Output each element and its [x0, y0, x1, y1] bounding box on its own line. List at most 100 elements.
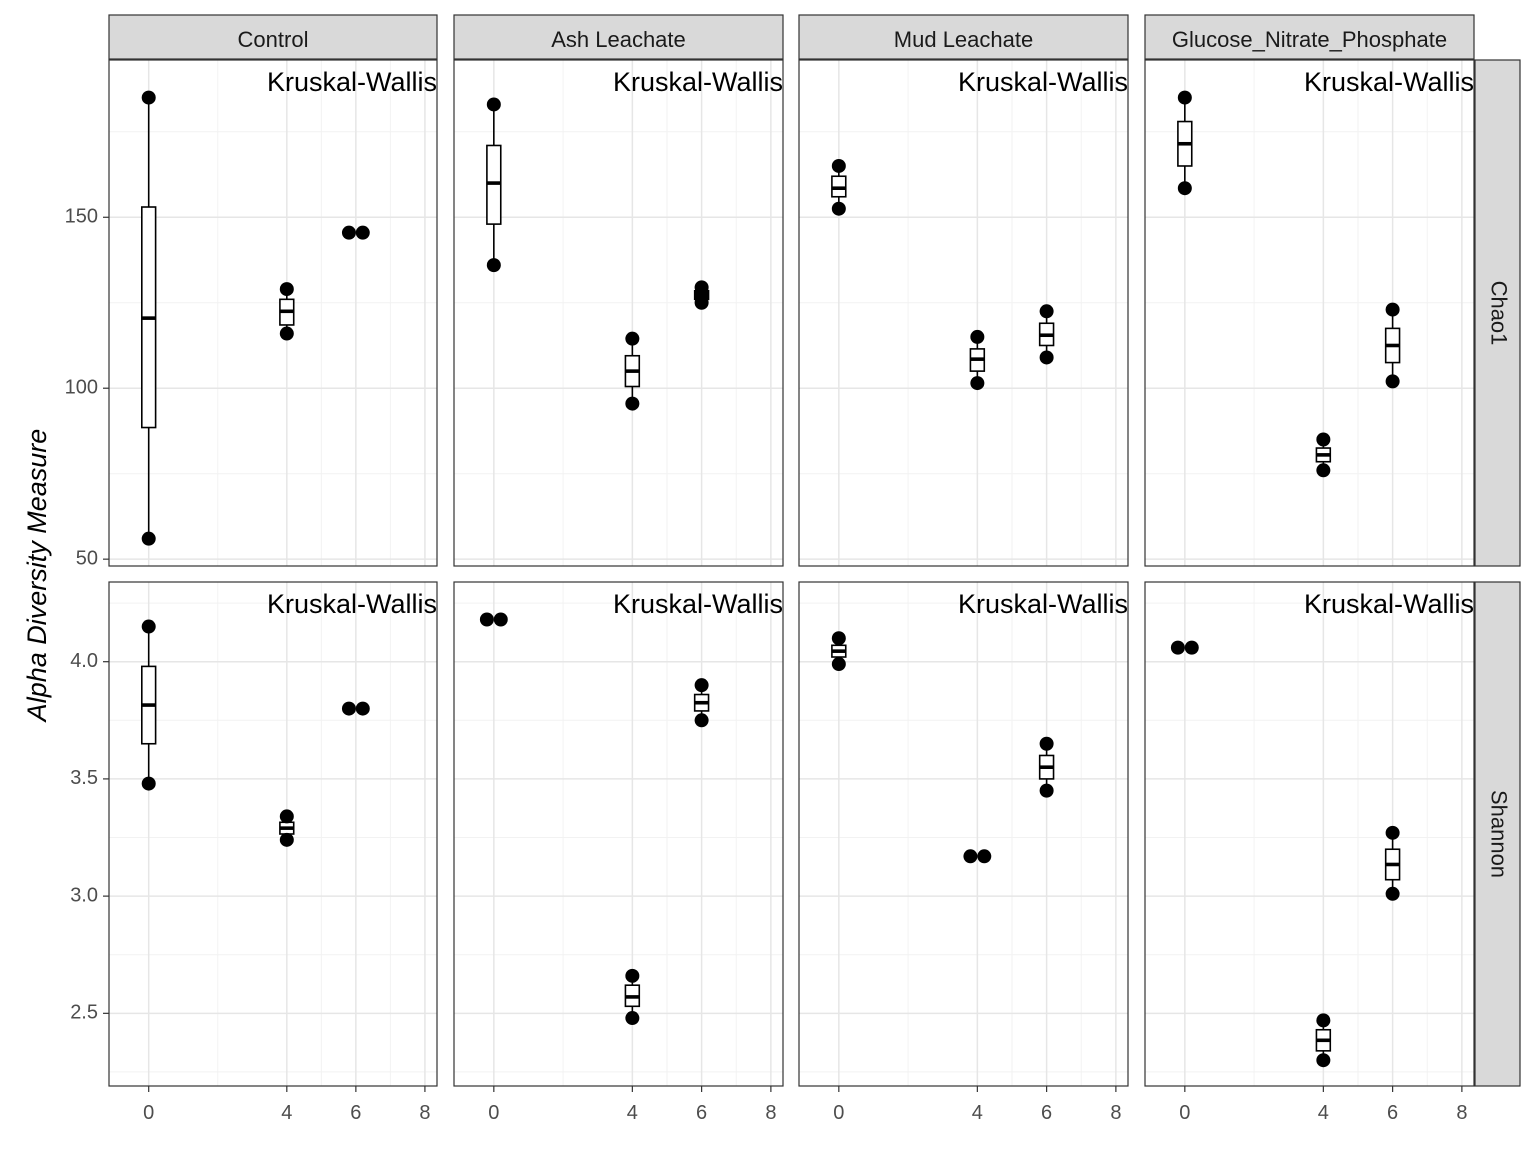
x-tick-label: 6: [1041, 1102, 1052, 1124]
data-point: [1184, 640, 1199, 655]
strip-label: Shannon: [1487, 790, 1512, 878]
data-point: [1385, 374, 1400, 389]
y-tick-label: 3.5: [70, 767, 98, 789]
data-point: [1177, 90, 1192, 105]
data-point: [479, 612, 494, 627]
strip-background: [798, 14, 1129, 60]
panel-border: [798, 59, 1129, 567]
data-point: [486, 258, 501, 273]
data-point: [1385, 886, 1400, 901]
box-x6: [693, 685, 710, 721]
kruskal-wallis-annotation: Kruskal-Wallis: [267, 589, 437, 619]
data-point: [1039, 350, 1054, 365]
strip-label: Glucose_Nitrate_Phosphate: [1172, 27, 1447, 52]
strip-background: [108, 14, 438, 60]
data-point: [625, 1011, 640, 1026]
facet-strip-ash-leachate: Ash Leachate: [453, 14, 784, 60]
strip-label: Mud Leachate: [894, 27, 1033, 52]
x-tick-label: 4: [627, 1102, 638, 1124]
x-tick-label: 0: [143, 1102, 154, 1124]
x-tick-label: 8: [419, 1102, 430, 1124]
panel-background: [109, 60, 437, 566]
panel-background: [1145, 60, 1474, 566]
data-point: [694, 295, 709, 310]
x-tick-label: 6: [1387, 1102, 1398, 1124]
panel-marks: [1177, 90, 1401, 478]
data-point: [1385, 302, 1400, 317]
y-tick-label: 150: [65, 206, 98, 228]
panel-border: [1144, 581, 1475, 1087]
data-point: [1316, 432, 1331, 447]
data-point: [141, 776, 156, 791]
panel-border: [453, 581, 784, 1087]
box-x0: [141, 626, 157, 784]
kruskal-wallis-annotation: Kruskal-Wallis: [958, 589, 1128, 619]
data-point: [279, 832, 294, 847]
panel-background: [799, 582, 1128, 1086]
panel-shannon-control: Kruskal-Wallis 2.5 3.0 3.5 4.0 0 4 6 8: [70, 581, 438, 1124]
data-point: [1039, 736, 1054, 751]
panel-background: [1145, 582, 1474, 1086]
strip-background: [453, 14, 784, 60]
panel-marks: [831, 158, 1055, 391]
x-tick-label: 4: [972, 1102, 983, 1124]
box-x4: [624, 338, 641, 404]
y-tick-label: 4.0: [70, 650, 98, 672]
kruskal-wallis-annotation: Kruskal-Wallis: [267, 67, 437, 97]
panel-background: [454, 60, 783, 566]
x-tick-label: 0: [1179, 1102, 1190, 1124]
y-axis-title: Alpha Diversity Measure: [22, 429, 52, 724]
box-x0: [486, 104, 502, 266]
x-tick-label: 8: [1456, 1102, 1467, 1124]
panel-background: [799, 60, 1128, 566]
box-x0: [141, 97, 157, 539]
panel-marks: [486, 97, 710, 411]
data-point: [1039, 304, 1054, 319]
facet-strip-chao1: Chao1: [1474, 59, 1521, 567]
strip-label: Control: [238, 27, 309, 52]
x-tick-label: 8: [1110, 1102, 1121, 1124]
panel-shannon-glucose-nitrate-phosphate: Kruskal-Wallis 0 4 6 8: [1144, 581, 1475, 1124]
data-point: [341, 701, 356, 716]
data-point: [1039, 783, 1054, 798]
box-x6: [1038, 311, 1055, 358]
y-tick-label: 100: [65, 376, 98, 398]
panel-marks: [141, 90, 370, 546]
data-point: [279, 809, 294, 824]
panel-chao1-glucose-nitrate-phosphate: Kruskal-Wallis: [1144, 59, 1475, 567]
y-tick-label: 50: [76, 547, 98, 569]
data-point: [141, 619, 156, 634]
strip-background: [1144, 14, 1475, 60]
kruskal-wallis-annotation: Kruskal-Wallis: [1304, 67, 1474, 97]
data-point: [831, 201, 846, 216]
box-x6: [1384, 832, 1401, 894]
panel-chao1-ash-leachate: Kruskal-Wallis: [453, 59, 784, 567]
x-tick-label: 4: [281, 1102, 292, 1124]
data-point: [1316, 1053, 1331, 1068]
panel-border: [798, 581, 1129, 1087]
kruskal-wallis-annotation: Kruskal-Wallis: [613, 589, 783, 619]
data-point: [694, 678, 709, 693]
data-point: [355, 225, 370, 240]
data-point: [141, 90, 156, 105]
x-tick-label: 8: [765, 1102, 776, 1124]
panel-chao1-mud-leachate: Kruskal-Wallis: [798, 59, 1129, 567]
strip-background: [1474, 59, 1521, 567]
data-point: [625, 968, 640, 983]
data-point: [831, 631, 846, 646]
data-point: [1177, 181, 1192, 196]
data-point: [831, 158, 846, 173]
kruskal-wallis-annotation: Kruskal-Wallis: [958, 67, 1128, 97]
panel-border: [453, 59, 784, 567]
data-point: [1316, 1013, 1331, 1028]
facet-strip-shannon: Shannon: [1474, 581, 1521, 1087]
panel-chao1-control: Kruskal-Wallis 50 100 150: [65, 59, 438, 569]
data-point: [1316, 463, 1331, 478]
panel-marks: [479, 612, 710, 1026]
panel-border: [108, 59, 438, 567]
data-point: [1385, 825, 1400, 840]
y-tick-label: 3.0: [70, 884, 98, 906]
panel-border: [108, 581, 438, 1087]
kruskal-wallis-annotation: Kruskal-Wallis: [1304, 589, 1474, 619]
data-point: [279, 326, 294, 341]
